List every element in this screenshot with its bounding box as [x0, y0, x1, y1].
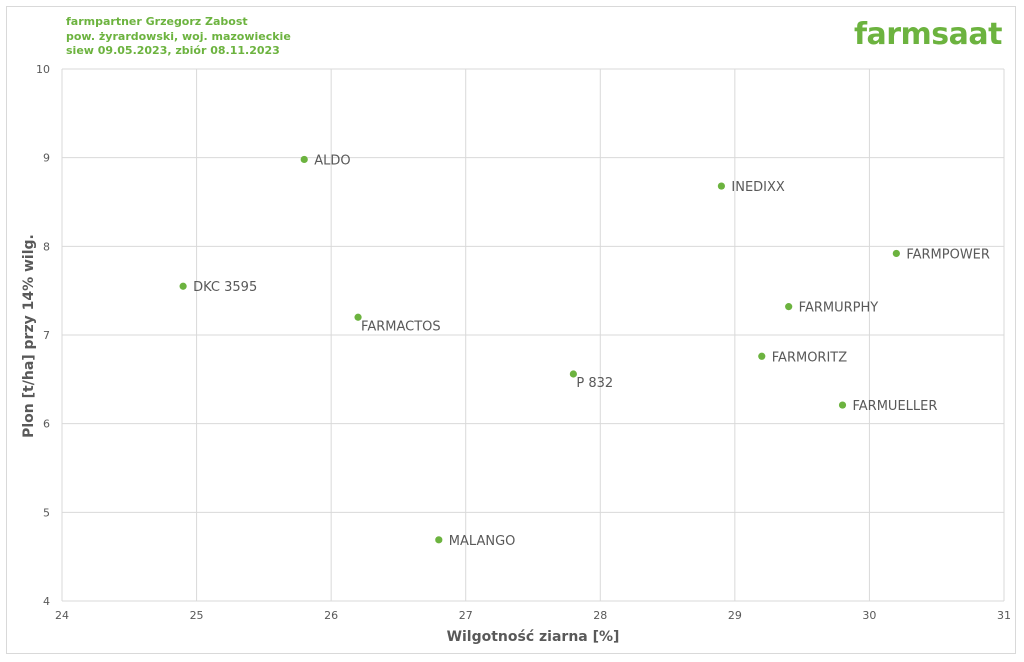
- data-point-label: P 832: [576, 376, 613, 391]
- x-tick-label: 29: [728, 609, 742, 622]
- data-point: [179, 282, 187, 290]
- data-points: ALDO INEDIXX FARMPOWER DKC 3595 FARMURPHY FAR…: [179, 153, 990, 549]
- header-line-1: farmpartner Grzegorz Zabost: [66, 15, 248, 28]
- header-line-2: pow. żyrardowski, woj. mazowieckie: [66, 29, 291, 43]
- y-tick-label: 8: [43, 240, 50, 253]
- header-line-3: siew 09.05.2023, zbiór 08.11.2023: [66, 44, 280, 57]
- data-point-label: INEDIXX: [731, 180, 785, 195]
- y-tick-label: 5: [43, 506, 50, 519]
- data-point-label: FARMORITZ: [772, 350, 847, 365]
- data-point-label: MALANGO: [449, 534, 516, 549]
- x-tick-label: 25: [190, 609, 204, 622]
- data-point: [785, 303, 793, 311]
- y-tick-label: 9: [43, 152, 50, 165]
- data-point-label: DKC 3595: [193, 280, 257, 295]
- data-point-label: ALDO: [314, 153, 350, 168]
- x-tick-label: 27: [459, 609, 473, 622]
- data-point: [892, 249, 900, 258]
- x-tick-label: 26: [324, 609, 338, 622]
- x-tick-label: 30: [862, 609, 876, 622]
- x-tick-label: 28: [593, 609, 607, 622]
- data-point: [717, 182, 726, 190]
- data-point-label: FARMURPHY: [799, 301, 879, 316]
- y-axis-label: Plon [t/ha] przy 14% wilg.: [21, 234, 37, 438]
- tick-labels: 24 25 26 27 28 29 30 31 4 5 6 7 8 9 10: [36, 63, 1011, 622]
- grid-lines: [61, 68, 1005, 602]
- x-tick-label: 24: [55, 609, 69, 622]
- data-point: [758, 352, 766, 360]
- data-point-label: FARMUELLER: [853, 399, 938, 414]
- data-point: [435, 536, 443, 544]
- x-tick-label: 31: [997, 609, 1011, 622]
- y-tick-label: 7: [43, 329, 50, 342]
- data-point-label: FARMPOWER: [906, 247, 990, 262]
- x-axis-label: Wilgotność ziarna [%]: [447, 629, 620, 645]
- farmsaat-logo: farmsaat: [853, 17, 1003, 52]
- data-point: [354, 313, 362, 321]
- data-point-label: FARMACTOS: [361, 319, 441, 334]
- data-point: [838, 401, 847, 409]
- y-tick-label: 6: [43, 418, 50, 431]
- y-tick-label: 4: [43, 595, 50, 608]
- chart-frame: [6, 6, 1016, 654]
- y-tick-label: 10: [36, 63, 50, 76]
- chart-header: farmpartner Grzegorz Zabost pow. żyrardo…: [66, 15, 291, 59]
- data-point: [300, 155, 308, 164]
- data-point: [569, 370, 577, 378]
